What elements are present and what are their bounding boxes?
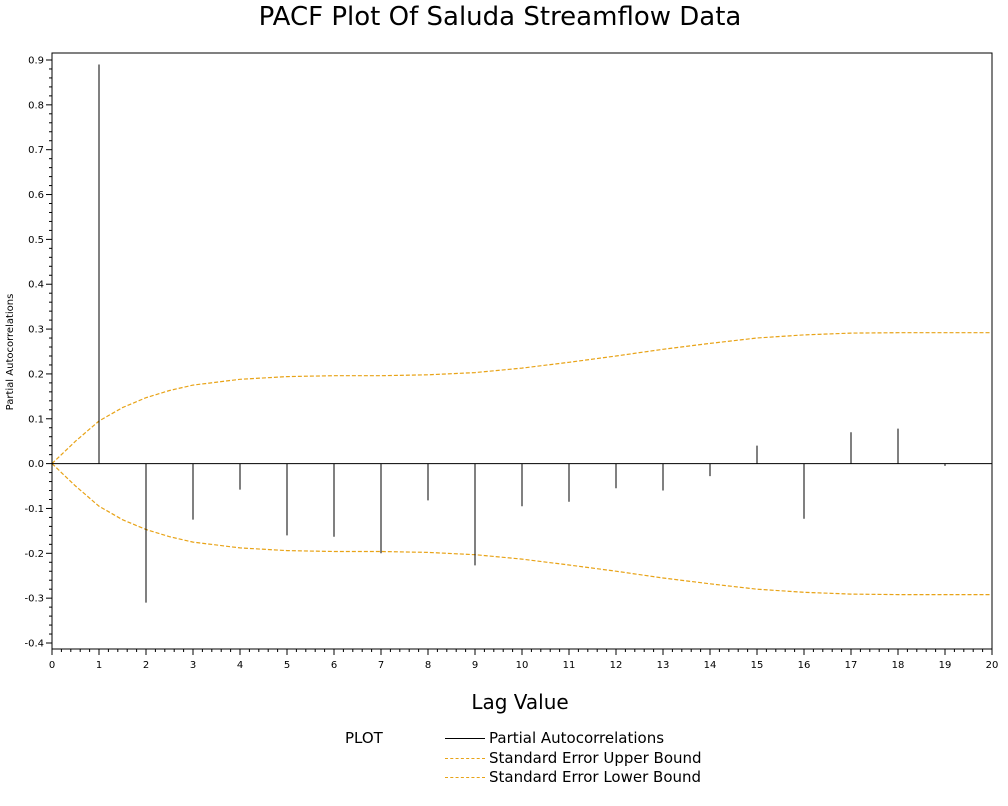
x-tick-label: 0: [49, 660, 55, 671]
x-tick-label: 12: [610, 660, 623, 671]
x-tick-label: 2: [143, 660, 149, 671]
x-tick-label: 18: [892, 660, 905, 671]
x-tick-label: 9: [472, 660, 478, 671]
y-tick-label: 0.7: [28, 145, 44, 156]
y-tick-label: 0.8: [28, 100, 44, 111]
x-tick-label: 10: [516, 660, 529, 671]
y-tick-label: -0.4: [24, 639, 44, 650]
x-tick-label: 4: [237, 660, 243, 671]
x-tick-label: 20: [986, 660, 999, 671]
x-tick-label: 19: [939, 660, 952, 671]
x-tick-label: 14: [704, 660, 717, 671]
x-tick-label: 1: [96, 660, 102, 671]
y-tick-label: -0.3: [24, 594, 44, 605]
x-tick-label: 13: [657, 660, 670, 671]
plot-frame: [51, 52, 993, 650]
x-tick-label: 11: [563, 660, 576, 671]
y-tick-label: 0.1: [28, 414, 44, 425]
x-tick-label: 17: [845, 660, 858, 671]
y-tick-label: -0.1: [24, 504, 44, 515]
x-tick-label: 6: [331, 660, 337, 671]
x-tick-label: 3: [190, 660, 196, 671]
legend-title: PLOT: [345, 729, 383, 747]
x-tick-label: 8: [425, 660, 431, 671]
chart-title: PACF Plot Of Saluda Streamflow Data: [258, 2, 742, 32]
lower-bound-line: [51, 463, 992, 596]
x-tick-label: 16: [798, 660, 811, 671]
x-tick-label: 5: [284, 660, 290, 671]
y-tick-label: 0.2: [28, 369, 44, 380]
x-tick-label: 15: [751, 660, 764, 671]
legend-swatch-dashed: [445, 777, 485, 778]
y-tick-label: 0.6: [28, 190, 44, 201]
y-axis-label: Partial Autocorrelations: [5, 294, 16, 411]
y-tick-label: 0.4: [28, 280, 44, 291]
y-tick-label: 0.9: [28, 56, 44, 67]
y-tick-label: 0.3: [28, 325, 44, 336]
legend-label: Standard Error Lower Bound: [489, 768, 702, 786]
y-tick-label: -0.2: [24, 549, 44, 560]
y-tick-label: 0.0: [28, 459, 44, 470]
y-tick-label: 0.5: [28, 235, 44, 246]
x-axis-label: Lag Value: [471, 690, 569, 714]
legend-label: Partial Autocorrelations: [489, 729, 665, 747]
legend-swatch-solid: [445, 738, 485, 739]
legend-swatch-dashed: [445, 758, 485, 759]
x-tick-label: 7: [378, 660, 384, 671]
upper-bound-line: [51, 332, 992, 465]
legend-label: Standard Error Upper Bound: [489, 749, 702, 767]
